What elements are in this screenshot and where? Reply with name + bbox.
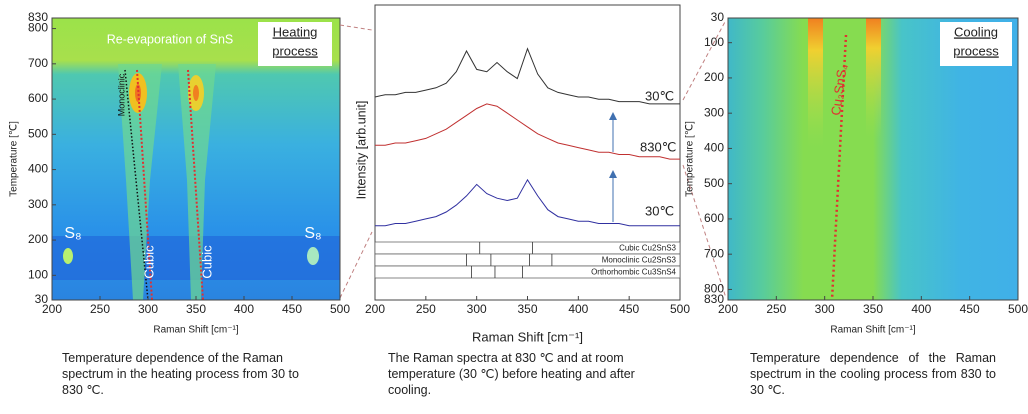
heatmap-spot <box>63 248 73 264</box>
heatmap-spot <box>307 247 319 265</box>
box-label: process <box>953 43 999 58</box>
y-tick-label: 30 <box>711 10 725 24</box>
x-axis-label: Raman Shift [cm⁻¹] <box>472 329 583 344</box>
x-tick-label: 400 <box>568 302 588 316</box>
annotation: S₈ <box>64 225 81 242</box>
arrow-head <box>609 112 617 120</box>
caption: Temperature dependence of the Raman spec… <box>62 351 299 397</box>
guide-line <box>187 69 204 301</box>
x-tick-label: 250 <box>766 302 786 316</box>
label-box <box>258 22 332 66</box>
y-tick-label: 830 <box>28 10 48 24</box>
caption: Temperature dependence of the Raman spec… <box>750 351 996 397</box>
heatmap-streak <box>118 64 162 300</box>
connectors <box>339 19 727 299</box>
y-tick-label: 600 <box>28 91 48 105</box>
spectrum-line <box>374 47 680 105</box>
y-tick-label: 100 <box>28 267 48 281</box>
series-label: 30℃ <box>645 88 674 103</box>
connector <box>682 19 727 101</box>
heatmap-spot <box>135 84 141 102</box>
series-label: 830℃ <box>640 139 676 154</box>
y-tick-label: 300 <box>704 105 724 119</box>
reference-label: Monoclinic Cu2SnS3 <box>602 256 677 265</box>
x-tick-label: 500 <box>670 302 690 316</box>
x-tick-label: 450 <box>960 302 980 316</box>
y-tick-label: 300 <box>28 197 48 211</box>
connector <box>339 24 373 31</box>
y-tick-label: 600 <box>704 211 724 225</box>
box-label: Heating <box>273 24 318 39</box>
y-tick-label: 200 <box>28 232 48 246</box>
x-tick-label: 450 <box>282 302 302 316</box>
heatmap-spot <box>193 85 199 101</box>
x-axis-label: Raman Shift [cm⁻¹] <box>830 325 916 336</box>
x-tick-label: 300 <box>467 302 487 316</box>
heatmap-streak <box>808 18 823 148</box>
x-tick-label: 350 <box>186 302 206 316</box>
reference-label: Cubic Cu2SnS3 <box>619 244 676 253</box>
x-tick-label: 350 <box>863 302 883 316</box>
label-box <box>940 22 1012 66</box>
x-tick-label: 350 <box>517 302 537 316</box>
annotation: Cubic <box>199 245 214 279</box>
heatmap-heating <box>51 17 341 301</box>
x-axis-label: Raman Shift [cm⁻¹] <box>153 325 239 336</box>
y-tick-label: 830 <box>704 292 724 306</box>
y-tick-label: 400 <box>704 141 724 155</box>
y-tick-label: 200 <box>704 70 724 84</box>
x-tick-label: 250 <box>90 302 110 316</box>
annotation: Cubic <box>141 245 156 279</box>
box-label: Cooling <box>954 24 998 39</box>
x-tick-label: 300 <box>138 302 158 316</box>
x-tick-label: 200 <box>718 302 738 316</box>
reference-row <box>374 265 681 279</box>
arrow-head <box>609 170 617 178</box>
y-axis-label: Intensity [arb.unit] <box>354 101 368 200</box>
reference-label: Orthorhombic Cu3SnS4 <box>591 268 676 277</box>
y-tick-label: 700 <box>704 246 724 260</box>
connector <box>339 231 373 299</box>
x-tick-label: 300 <box>815 302 835 316</box>
y-axis-label: Temperature [℃] <box>9 121 20 197</box>
x-tick-label: 500 <box>1008 302 1028 316</box>
spectrum-line <box>375 178 680 227</box>
guide-line <box>830 34 848 301</box>
y-tick-label: 400 <box>28 162 48 176</box>
annotation: Re-evaporation of SnS <box>107 32 233 46</box>
y-tick-label: 30 <box>35 292 49 306</box>
y-tick-label: 500 <box>28 126 48 140</box>
heatmap-streak <box>866 18 881 138</box>
spectrum-line <box>375 103 680 160</box>
x-tick-label: 400 <box>911 302 931 316</box>
x-tick-label: 400 <box>234 302 254 316</box>
connector <box>682 164 727 299</box>
series-label: 30℃ <box>645 203 674 218</box>
x-tick-label: 250 <box>416 302 436 316</box>
guide-line <box>124 69 149 301</box>
x-tick-label: 200 <box>365 302 385 316</box>
figure: 200 250 300 350 400 450 500 Raman Shift [cm⁻¹] T… <box>9 4 1028 344</box>
box-label: process <box>272 43 318 58</box>
y-tick-label: 800 <box>704 282 724 296</box>
guide-line <box>136 69 153 301</box>
heatmap-streak <box>178 64 216 300</box>
annotation: Monoclinic <box>116 73 126 116</box>
y-tick-label: 500 <box>704 176 724 190</box>
y-tick-label: 100 <box>704 35 724 49</box>
annotation: S₈ <box>304 225 321 242</box>
x-tick-label: 450 <box>619 302 639 316</box>
x-tick-label: 200 <box>42 302 62 316</box>
annotation: Cu₂SnS₄ <box>828 63 850 116</box>
caption: The Raman spectra at 830 ℃ and at room t… <box>388 351 635 397</box>
heatmap-cooling <box>727 17 1019 301</box>
y-axis-label: Temperature [℃] <box>685 121 696 197</box>
y-tick-label: 800 <box>28 21 48 35</box>
y-tick-label: 700 <box>28 56 48 70</box>
x-tick-label: 500 <box>330 302 350 316</box>
